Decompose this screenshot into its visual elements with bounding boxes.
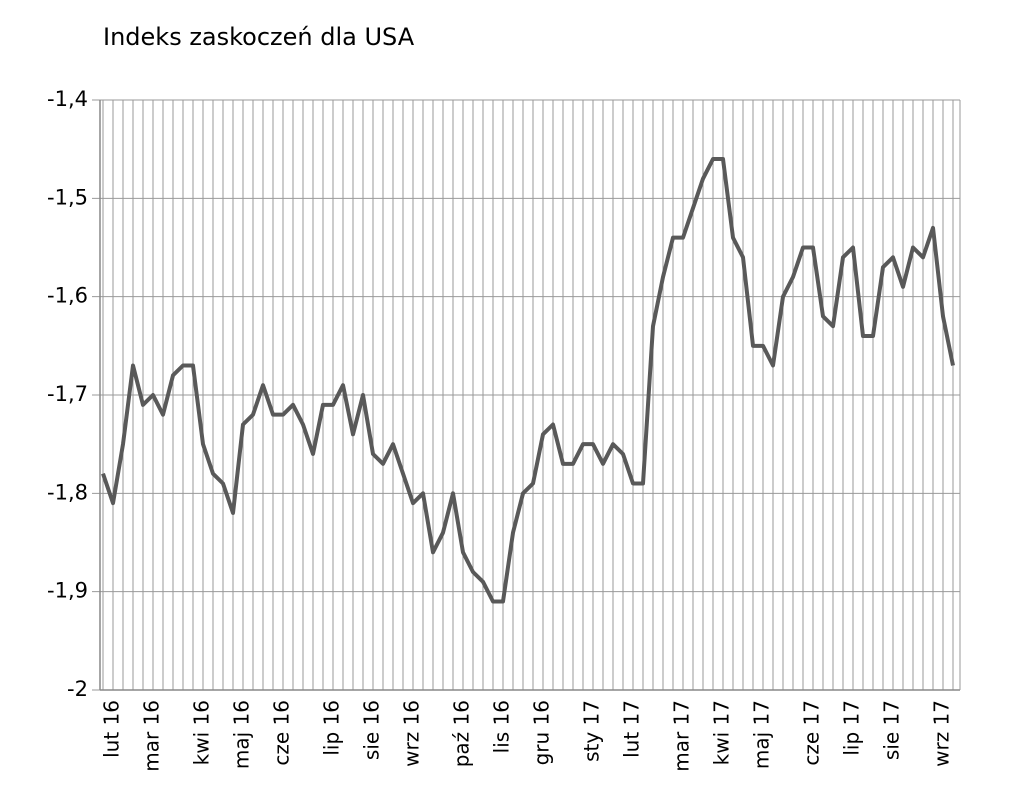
y-tick-label: -1,5 <box>47 185 88 209</box>
x-tick-label: sty 17 <box>580 700 604 762</box>
x-tick-label: lut 17 <box>620 700 644 758</box>
x-tick-label: lip 16 <box>320 700 344 756</box>
x-tick-label: mar 16 <box>140 700 164 772</box>
x-tick-label: kwi 17 <box>710 700 734 765</box>
y-tick-label: -1,4 <box>47 87 88 111</box>
y-tick-label: -1,9 <box>47 579 88 603</box>
y-tick-label: -1,7 <box>47 382 88 406</box>
x-tick-label: maj 16 <box>230 700 254 769</box>
x-tick-label: lis 16 <box>490 700 514 753</box>
data-line <box>101 157 955 604</box>
x-tick-label: kwi 16 <box>190 700 214 765</box>
x-tick-label: maj 17 <box>750 700 774 769</box>
x-tick-label: paź 16 <box>450 700 474 767</box>
y-tick-label: -1,6 <box>47 284 88 308</box>
x-tick-label: lip 17 <box>840 700 864 756</box>
x-tick-label: mar 17 <box>670 700 694 772</box>
y-tick-label: -1,8 <box>47 480 88 504</box>
x-tick-label: sie 16 <box>360 700 384 760</box>
y-tick-label: -2 <box>67 677 88 701</box>
x-tick-label: gru 16 <box>530 700 554 765</box>
x-tick-label: cze 17 <box>800 700 824 766</box>
x-tick-label: lut 16 <box>100 700 124 758</box>
x-tick-label: cze 16 <box>270 700 294 766</box>
x-tick-label: sie 17 <box>880 700 904 760</box>
x-tick-label: wrz 17 <box>930 700 954 767</box>
chart-title: Indeks zaskoczeń dla USA <box>103 23 415 51</box>
x-tick-label: wrz 16 <box>400 700 424 767</box>
